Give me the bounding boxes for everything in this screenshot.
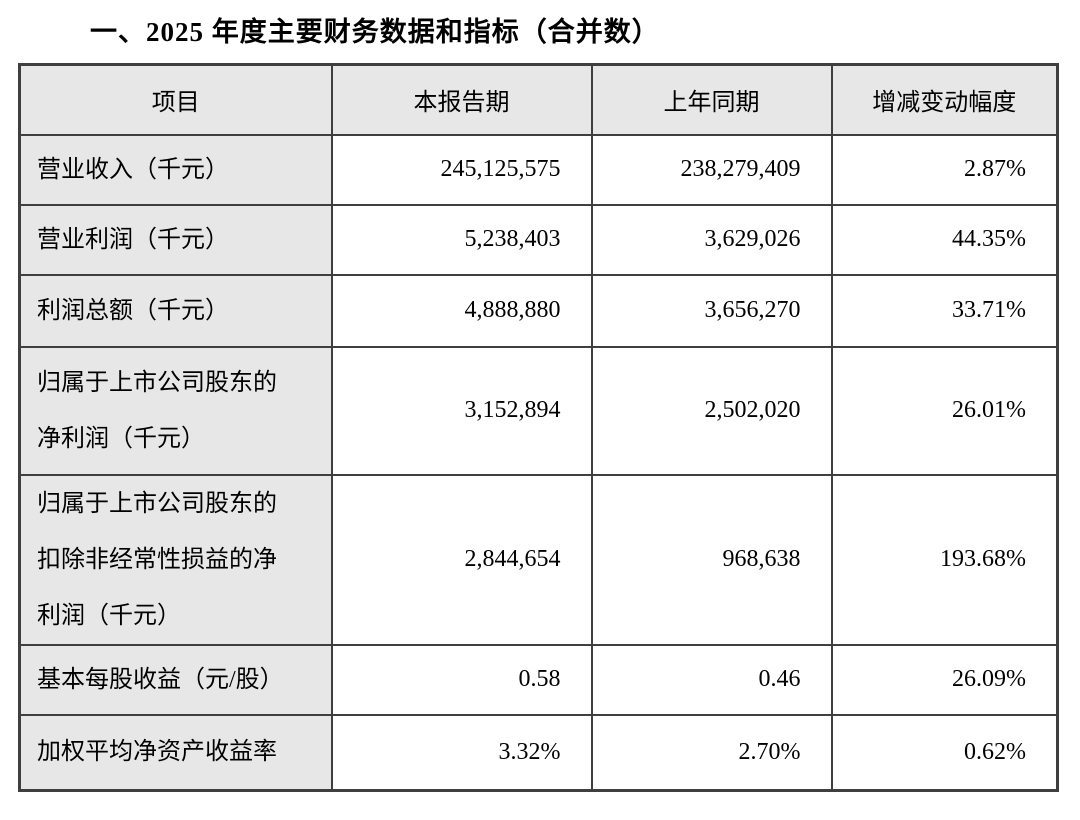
- page-title: 一、2025 年度主要财务数据和指标（合并数）: [90, 17, 660, 47]
- header-prior-period: 上年同期: [590, 63, 833, 136]
- row-label: 营业收入（千元）: [18, 133, 333, 206]
- header-item: 项目: [18, 63, 333, 136]
- row-label: 基本每股收益（元/股）: [18, 643, 333, 716]
- value-prior: 2.70%: [590, 713, 833, 792]
- value-current: 0.58: [330, 643, 593, 716]
- row-label: 营业利润（千元）: [18, 203, 333, 276]
- table-row-total-profit: 利润总额（千元） 4,888,880 3,656,270 33.71%: [18, 273, 1059, 348]
- value-current: 3,152,894: [330, 345, 593, 476]
- header-change: 增减变动幅度: [830, 63, 1059, 136]
- value-prior: 3,656,270: [590, 273, 833, 348]
- header-current-period: 本报告期: [330, 63, 593, 136]
- value-change: 193.68%: [830, 473, 1059, 646]
- row-label: 利润总额（千元）: [18, 273, 333, 348]
- table-row-basic-eps: 基本每股收益（元/股） 0.58 0.46 26.09%: [18, 643, 1059, 716]
- value-current: 5,238,403: [330, 203, 593, 276]
- table-row-revenue: 营业收入（千元） 245,125,575 238,279,409 2.87%: [18, 133, 1059, 206]
- row-label: 归属于上市公司股东的净利润（千元）: [18, 345, 333, 476]
- table-row-weighted-avg-roe: 加权平均净资产收益率 3.32% 2.70% 0.62%: [18, 713, 1059, 792]
- value-current: 3.32%: [330, 713, 593, 792]
- value-change: 2.87%: [830, 133, 1059, 206]
- table-row-net-profit-excl-nonrecurring: 归属于上市公司股东的扣除非经常性损益的净利润（千元） 2,844,654 968…: [18, 473, 1059, 646]
- value-current: 245,125,575: [330, 133, 593, 206]
- value-change: 44.35%: [830, 203, 1059, 276]
- table-row-net-profit: 归属于上市公司股东的净利润（千元） 3,152,894 2,502,020 26…: [18, 345, 1059, 476]
- value-current: 4,888,880: [330, 273, 593, 348]
- value-current: 2,844,654: [330, 473, 593, 646]
- value-change: 33.71%: [830, 273, 1059, 348]
- financial-summary-table: 项目 本报告期 上年同期 增减变动幅度 营业收入（千元） 245,125,575…: [18, 63, 1059, 792]
- table-row-operating-profit: 营业利润（千元） 5,238,403 3,629,026 44.35%: [18, 203, 1059, 276]
- value-prior: 3,629,026: [590, 203, 833, 276]
- value-change: 26.09%: [830, 643, 1059, 716]
- value-prior: 0.46: [590, 643, 833, 716]
- table-header-row: 项目 本报告期 上年同期 增减变动幅度: [18, 63, 1059, 136]
- row-label: 加权平均净资产收益率: [18, 713, 333, 792]
- row-label: 归属于上市公司股东的扣除非经常性损益的净利润（千元）: [18, 473, 333, 646]
- value-prior: 968,638: [590, 473, 833, 646]
- value-prior: 238,279,409: [590, 133, 833, 206]
- value-prior: 2,502,020: [590, 345, 833, 476]
- value-change: 26.01%: [830, 345, 1059, 476]
- value-change: 0.62%: [830, 713, 1059, 792]
